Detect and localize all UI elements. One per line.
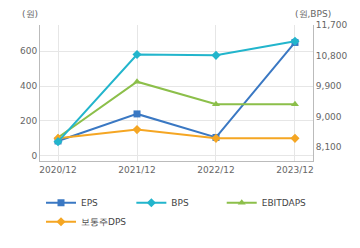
svg-text:200: 200	[20, 116, 37, 126]
svg-text:보통주DPS: 보통주DPS	[81, 217, 126, 227]
svg-text:0: 0	[31, 151, 37, 161]
svg-text:600: 600	[20, 46, 37, 56]
svg-text:EBITDAPS: EBITDAPS	[262, 198, 306, 208]
svg-text:(원,BPS): (원,BPS)	[295, 9, 331, 19]
svg-text:2022/12: 2022/12	[197, 165, 234, 175]
svg-text:2020/12: 2020/12	[39, 165, 76, 175]
svg-text:9,000: 9,000	[316, 112, 342, 122]
svg-text:(원): (원)	[22, 9, 38, 19]
svg-text:400: 400	[20, 81, 37, 91]
svg-text:9,900: 9,900	[316, 81, 342, 91]
svg-text:EPS: EPS	[81, 198, 98, 208]
svg-text:8,100: 8,100	[316, 142, 342, 152]
svg-text:BPS: BPS	[171, 198, 189, 208]
svg-text:10,800: 10,800	[316, 51, 348, 61]
svg-text:2023/12: 2023/12	[276, 165, 313, 175]
svg-text:11,700: 11,700	[316, 20, 348, 30]
svg-text:2021/12: 2021/12	[118, 165, 155, 175]
